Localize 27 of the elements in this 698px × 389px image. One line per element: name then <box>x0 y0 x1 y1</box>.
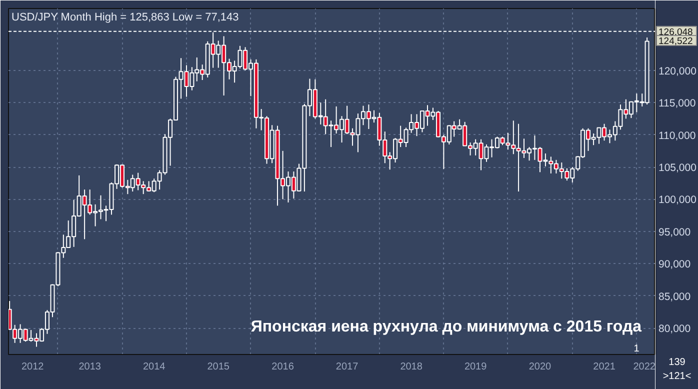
chart-title: USD/JPY Month High = 125,863 Low = 77,143 <box>12 12 239 24</box>
y-tick-label: 100,000 <box>658 194 697 206</box>
x-tick-label: 2019 <box>464 362 488 372</box>
y-tick-label: 115,000 <box>658 98 696 110</box>
annotation: 1 <box>634 344 640 354</box>
x-tick-label: 2013 <box>78 362 102 372</box>
ref-line-label: 126,048 <box>658 26 693 38</box>
x-tick-label: 2021 <box>593 362 616 372</box>
text: 139 <box>668 357 686 368</box>
y-tick-label: 90,000 <box>658 258 691 271</box>
x-tick-label: 2017 <box>336 362 359 372</box>
x-tick-label: 2020 <box>528 362 552 372</box>
x-tick-label: 2015 <box>207 362 230 372</box>
y-tick-label: 105,000 <box>658 162 697 174</box>
x-tick-label: 2016 <box>272 362 294 372</box>
y-tick-label: 95,000 <box>658 226 691 238</box>
y-tick-label: 120,000 <box>658 65 697 78</box>
text: 124,522 <box>658 36 693 47</box>
y-tick-label: 85,000 <box>658 290 691 303</box>
x-tick-label: 2022 <box>633 362 656 372</box>
text: >121< <box>662 371 692 382</box>
x-tick-label: 2012 <box>21 362 44 372</box>
x-tick-label: 2014 <box>142 362 166 372</box>
x-tick-label: 2018 <box>400 362 423 372</box>
y-tick-label: 80,000 <box>658 323 691 336</box>
annotation: Японская иена рухнула до минимума с 2015 года <box>250 318 642 336</box>
y-tick-label: 110,000 <box>658 130 696 142</box>
